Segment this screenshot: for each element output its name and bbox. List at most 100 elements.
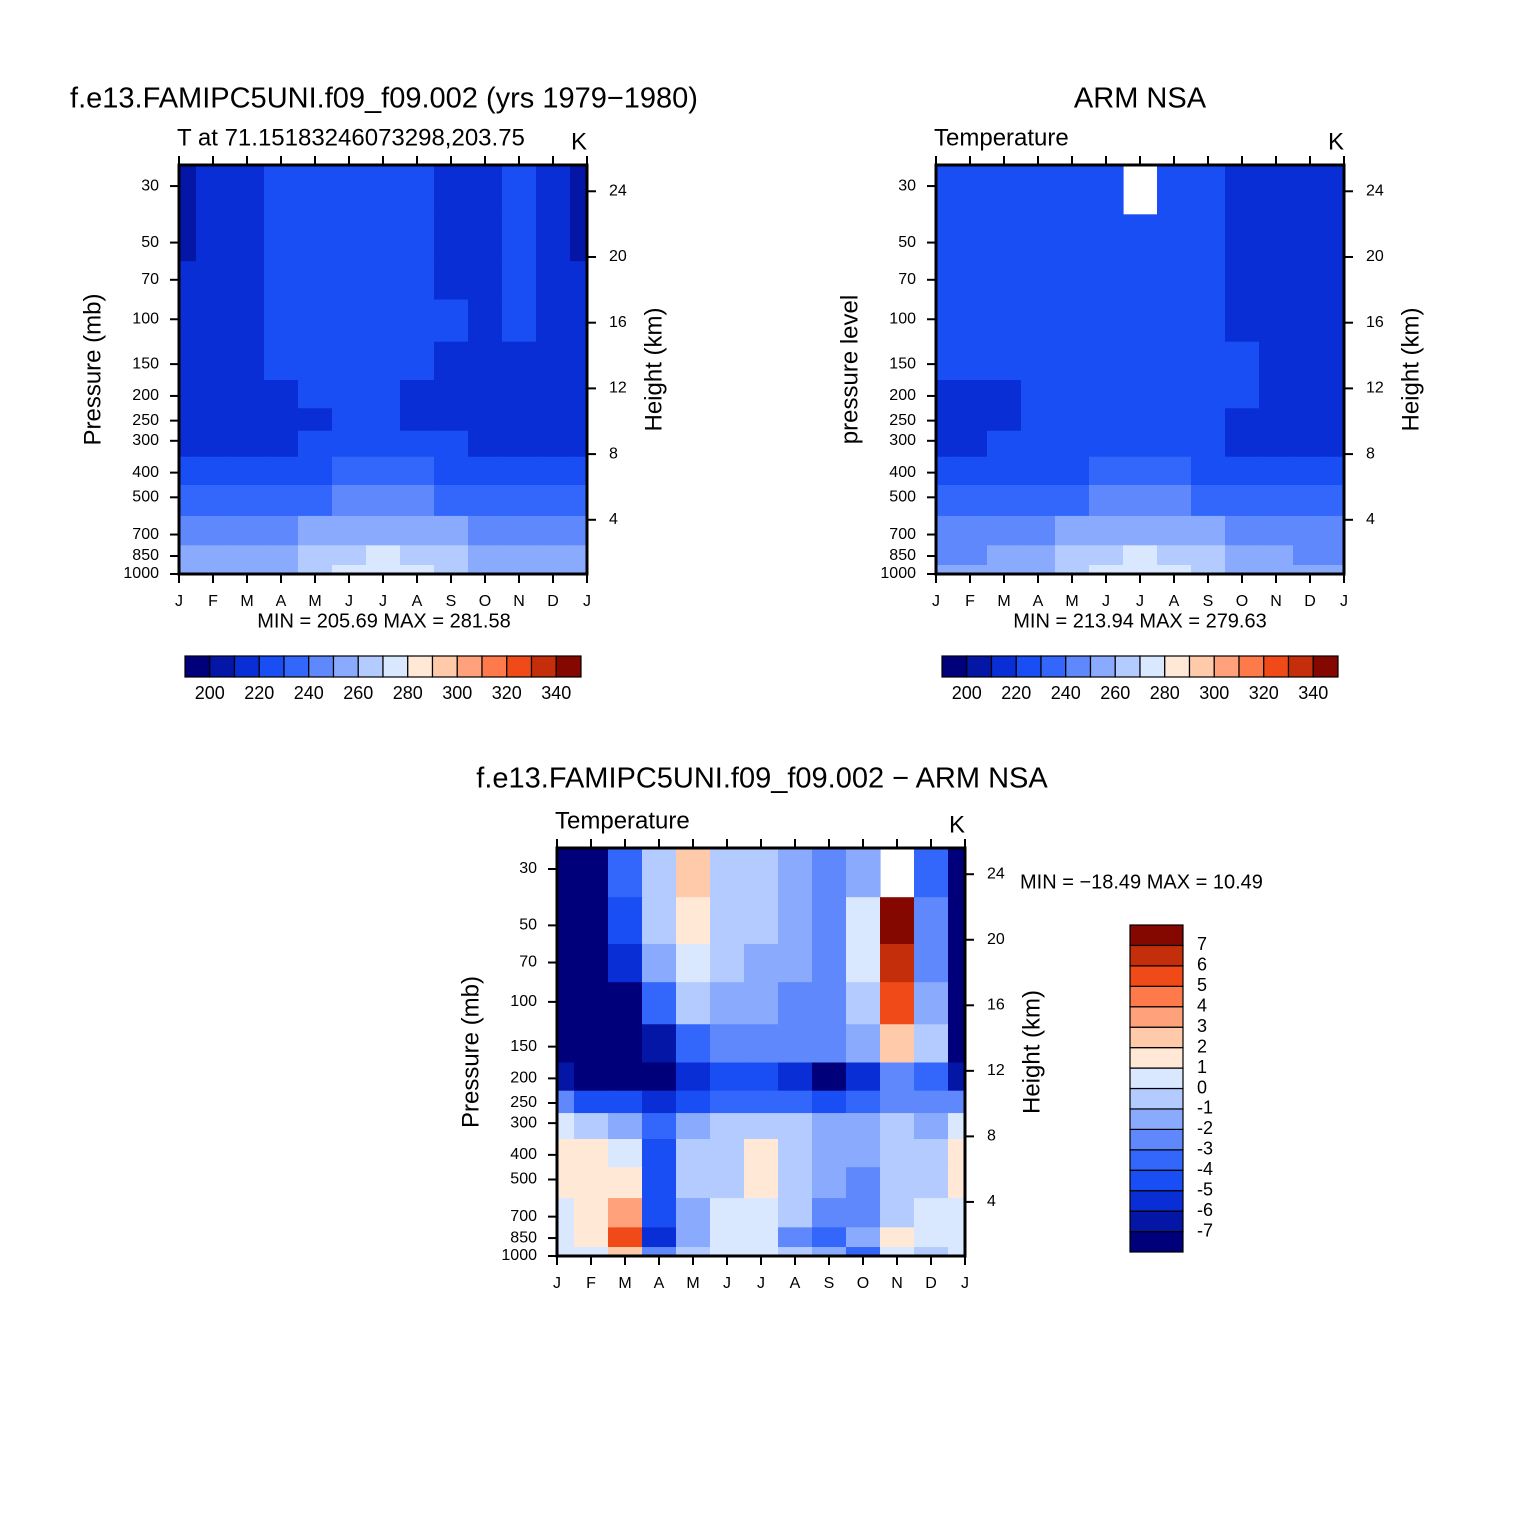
contour-cell — [1089, 545, 1124, 566]
contour-cell — [846, 897, 881, 945]
contour-cell — [264, 214, 299, 262]
contour-cell — [812, 1090, 847, 1114]
contour-cell — [1259, 299, 1294, 343]
y-tick-label: 700 — [132, 526, 159, 543]
contour-cell — [468, 380, 503, 409]
contour-cell — [608, 897, 643, 945]
contour-cell — [230, 341, 265, 381]
contour-cell — [1055, 456, 1090, 486]
contour-cell — [1327, 515, 1345, 546]
contour-cell — [1225, 261, 1260, 301]
contour-cell — [1293, 299, 1328, 343]
contour-cell — [710, 1062, 745, 1092]
y-tick-label: 850 — [510, 1229, 537, 1246]
contour-cell — [179, 545, 197, 566]
contour-cell — [608, 1139, 643, 1168]
contour-cell — [1157, 214, 1192, 262]
colorbar-box — [1129, 1169, 1184, 1192]
contour-cell — [953, 165, 988, 215]
contour-cell — [676, 1090, 711, 1114]
contour-cell — [1225, 430, 1260, 458]
contour-cell — [1089, 214, 1124, 262]
x-tick-label: F — [965, 593, 975, 610]
contour-cell — [953, 214, 988, 262]
contour-cell — [400, 456, 435, 486]
contour-cell — [366, 484, 401, 517]
contour-cell — [196, 430, 231, 458]
colorbar-label: -4 — [1197, 1159, 1213, 1179]
contour-cell — [1259, 456, 1294, 486]
contour-cell — [936, 165, 954, 215]
contour-cell — [812, 943, 847, 983]
contour-cell — [536, 214, 571, 262]
contour-cell — [179, 565, 197, 575]
contour-cell — [608, 1062, 643, 1092]
contour-cell — [1293, 484, 1328, 517]
contour-cell — [1191, 430, 1226, 458]
contour-cell — [434, 341, 469, 381]
contour-cell — [1191, 341, 1226, 381]
contour-cell — [1293, 565, 1328, 575]
contour-cell — [574, 1139, 609, 1168]
contour-cell — [366, 341, 401, 381]
contour-cell — [230, 408, 265, 432]
contour-cell — [936, 261, 954, 301]
min-max: MIN = 213.94 MAX = 279.63 — [1013, 610, 1267, 632]
contour-cell — [608, 1167, 643, 1199]
contour-cell — [880, 1167, 915, 1199]
contour-cell — [1055, 515, 1090, 546]
contour-cell — [936, 214, 954, 262]
y-tick-label: 500 — [889, 489, 916, 506]
contour-cell — [744, 1090, 779, 1114]
right-string: K — [571, 128, 587, 155]
right-string: K — [949, 811, 965, 838]
contour-cell — [1055, 341, 1090, 381]
contour-cell — [778, 1247, 813, 1257]
contour-cell — [642, 1247, 677, 1257]
contour-cell — [502, 456, 537, 486]
contour-cell — [1123, 299, 1158, 343]
contour-cell — [676, 1062, 711, 1092]
x-tick-label: A — [276, 593, 287, 610]
contour-cell — [1157, 380, 1192, 409]
contour-cell — [710, 1139, 745, 1168]
contour-cell — [1123, 456, 1158, 486]
contour-cell — [1327, 565, 1345, 575]
contour-cell — [953, 380, 988, 409]
contour-cell — [179, 261, 197, 301]
colorbar-box — [1129, 1149, 1184, 1171]
y-tick-label: 400 — [510, 1146, 537, 1163]
colorbar-label: 200 — [952, 683, 982, 703]
contour-cell — [744, 1167, 779, 1199]
contour-cell — [1293, 456, 1328, 486]
contour-cell — [179, 299, 197, 343]
contour-cell — [400, 545, 435, 566]
contour-cell — [264, 456, 299, 486]
x-tick-label: M — [997, 593, 1010, 610]
contour-cell — [332, 299, 367, 343]
contour-cell — [536, 299, 571, 343]
contour-cell — [676, 943, 711, 983]
y2-tick-label: 4 — [1366, 511, 1375, 528]
contour-cell — [557, 1113, 575, 1140]
contour-cell — [987, 484, 1022, 517]
x-tick-label: A — [412, 593, 423, 610]
y2-tick-label: 8 — [987, 1128, 996, 1145]
contour-cell — [536, 380, 571, 409]
contour-cell — [557, 1062, 575, 1092]
contour-cell — [608, 1113, 643, 1140]
contour-cell — [179, 165, 197, 215]
contour-cell — [710, 982, 745, 1025]
contour-cell — [298, 430, 333, 458]
contour-cell — [502, 565, 537, 575]
contour-cell — [608, 943, 643, 983]
contour-cell — [557, 848, 575, 898]
contour-cell — [744, 897, 779, 945]
contour-cell — [710, 897, 745, 945]
x-tick-label: J — [932, 593, 940, 610]
contour-cell — [936, 341, 954, 381]
y-tick-label: 250 — [889, 412, 916, 429]
contour-cell — [744, 1247, 779, 1257]
colorbar-label: 300 — [442, 683, 472, 703]
contour-cell — [676, 1139, 711, 1168]
